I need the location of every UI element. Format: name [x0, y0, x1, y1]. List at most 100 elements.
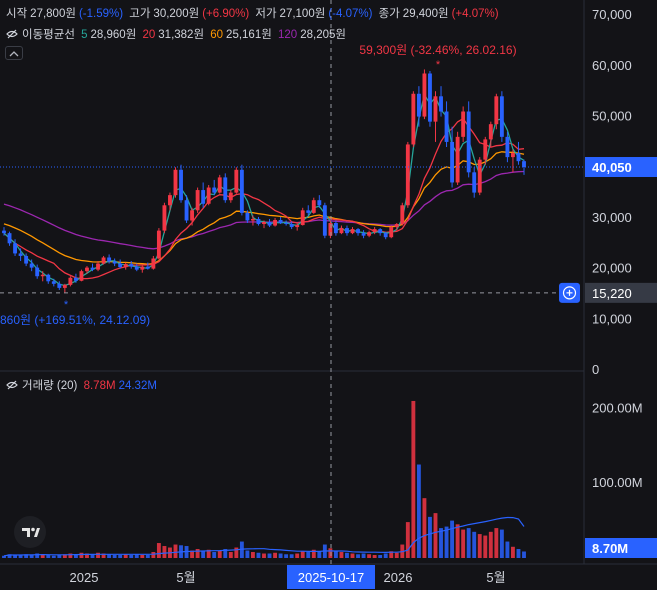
volume-bar [96, 552, 100, 558]
high-marker-label: 59,300원 (-32.46%, 26.02.16) [359, 43, 516, 57]
collapse-legend-button[interactable] [5, 46, 23, 60]
candle-body [267, 222, 272, 226]
close-label: 종가 [378, 8, 400, 20]
volume-bar [433, 513, 438, 558]
volume-ma-value: 24.32M [118, 380, 157, 392]
volume-bar [477, 534, 482, 558]
volume-bar [201, 551, 206, 558]
volume-bar [262, 553, 266, 558]
volume-bar [289, 554, 294, 558]
candle-body [206, 187, 211, 204]
candle-body [345, 228, 349, 234]
candle-body [79, 271, 84, 281]
candle-body [273, 219, 277, 226]
tradingview-logo [14, 516, 46, 548]
candle-body [24, 255, 29, 264]
volume-bar [79, 552, 84, 558]
volume-bar [162, 546, 167, 558]
candle-body [284, 223, 289, 225]
candle-body [300, 210, 305, 226]
candle-body [333, 223, 338, 234]
open-value: 27,800원 [30, 8, 76, 20]
high-change: (+6.90%) [202, 8, 250, 20]
price-tick-label: 0 [592, 362, 599, 377]
add-alert-icon[interactable] [559, 282, 580, 303]
candle-body [389, 227, 394, 238]
price-tick-label: 50,000 [592, 109, 632, 124]
candle-body [383, 233, 388, 238]
volume-bar [455, 524, 460, 558]
volume-bar [339, 552, 344, 558]
candle-body [46, 274, 51, 282]
tv-logo-icon [22, 527, 40, 537]
volume-bar [101, 553, 106, 558]
low-marker-star: * [64, 299, 69, 311]
volume-bar [428, 516, 432, 558]
volume-bar [256, 552, 261, 558]
volume-bar [107, 554, 112, 558]
volume-bar [300, 551, 305, 558]
volume-bar [223, 549, 228, 558]
volume-bar [57, 555, 62, 558]
volume-bar [488, 531, 493, 558]
price-tick-label: 10,000 [592, 311, 632, 326]
candle-body [234, 169, 239, 193]
candle-body [96, 263, 100, 270]
crosshair-date-tag: 2025-10-17 [298, 570, 365, 585]
candle-body [13, 243, 17, 254]
volume-bar [228, 552, 233, 558]
ma60-period: 60 [210, 29, 224, 41]
eye-hidden-icon[interactable] [6, 28, 18, 40]
candle-body [228, 192, 233, 201]
open-change: (-1.59%) [78, 8, 124, 20]
low-change: (-4.07%) [328, 8, 373, 20]
ma120-period: 120 [278, 29, 298, 41]
candle-body [201, 190, 206, 204]
candle-body [322, 205, 327, 236]
candle-body [455, 136, 460, 183]
volume-bar [24, 554, 29, 558]
volume-bar [472, 531, 477, 558]
volume-bar [18, 555, 23, 558]
candle-body [57, 283, 62, 288]
candle-body [179, 169, 183, 201]
volume-bar [350, 553, 355, 558]
candle-body [317, 200, 322, 206]
candle-body [295, 225, 300, 228]
volume-bar [234, 547, 239, 558]
volume-bar [239, 541, 244, 558]
volume-legend[interactable]: 거래량 (20) 8.78M 24.32M [6, 377, 160, 393]
volume-bar [129, 555, 134, 558]
volume-bar [311, 549, 316, 558]
volume-tick-label: 100.00M [592, 475, 643, 490]
last-price-tag: 40,050 [592, 160, 632, 175]
volume-bar [378, 555, 383, 558]
candle-body [350, 229, 355, 234]
volume-bar [190, 550, 195, 558]
volume-bar [245, 550, 250, 558]
volume-bar [273, 552, 277, 558]
candle-body [162, 205, 167, 231]
close-value: 29,400원 [402, 8, 449, 20]
ma60-value: 25,161원 [226, 29, 272, 41]
high-value: 30,200원 [153, 8, 200, 20]
eye-hidden-icon[interactable] [6, 379, 18, 391]
candle-body [35, 267, 40, 277]
volume-bar [389, 551, 394, 558]
candle-body [62, 284, 67, 288]
candle-body [129, 264, 134, 267]
volume-bar [372, 555, 377, 558]
volume-tick-label: 200.00M [592, 400, 643, 415]
candle-body [311, 200, 316, 213]
high-marker-star: * [436, 59, 441, 71]
ma-legend[interactable]: 이동평균선 5 28,960원 20 31,382원 60 25,161원 120 28… [6, 26, 349, 42]
candle-body [7, 233, 12, 244]
candle-body [499, 96, 504, 137]
candle-body [511, 153, 515, 158]
candle-body [168, 195, 172, 206]
candle-body [450, 141, 455, 183]
candle-body [145, 266, 150, 269]
price-tick-label: 70,000 [592, 7, 632, 22]
